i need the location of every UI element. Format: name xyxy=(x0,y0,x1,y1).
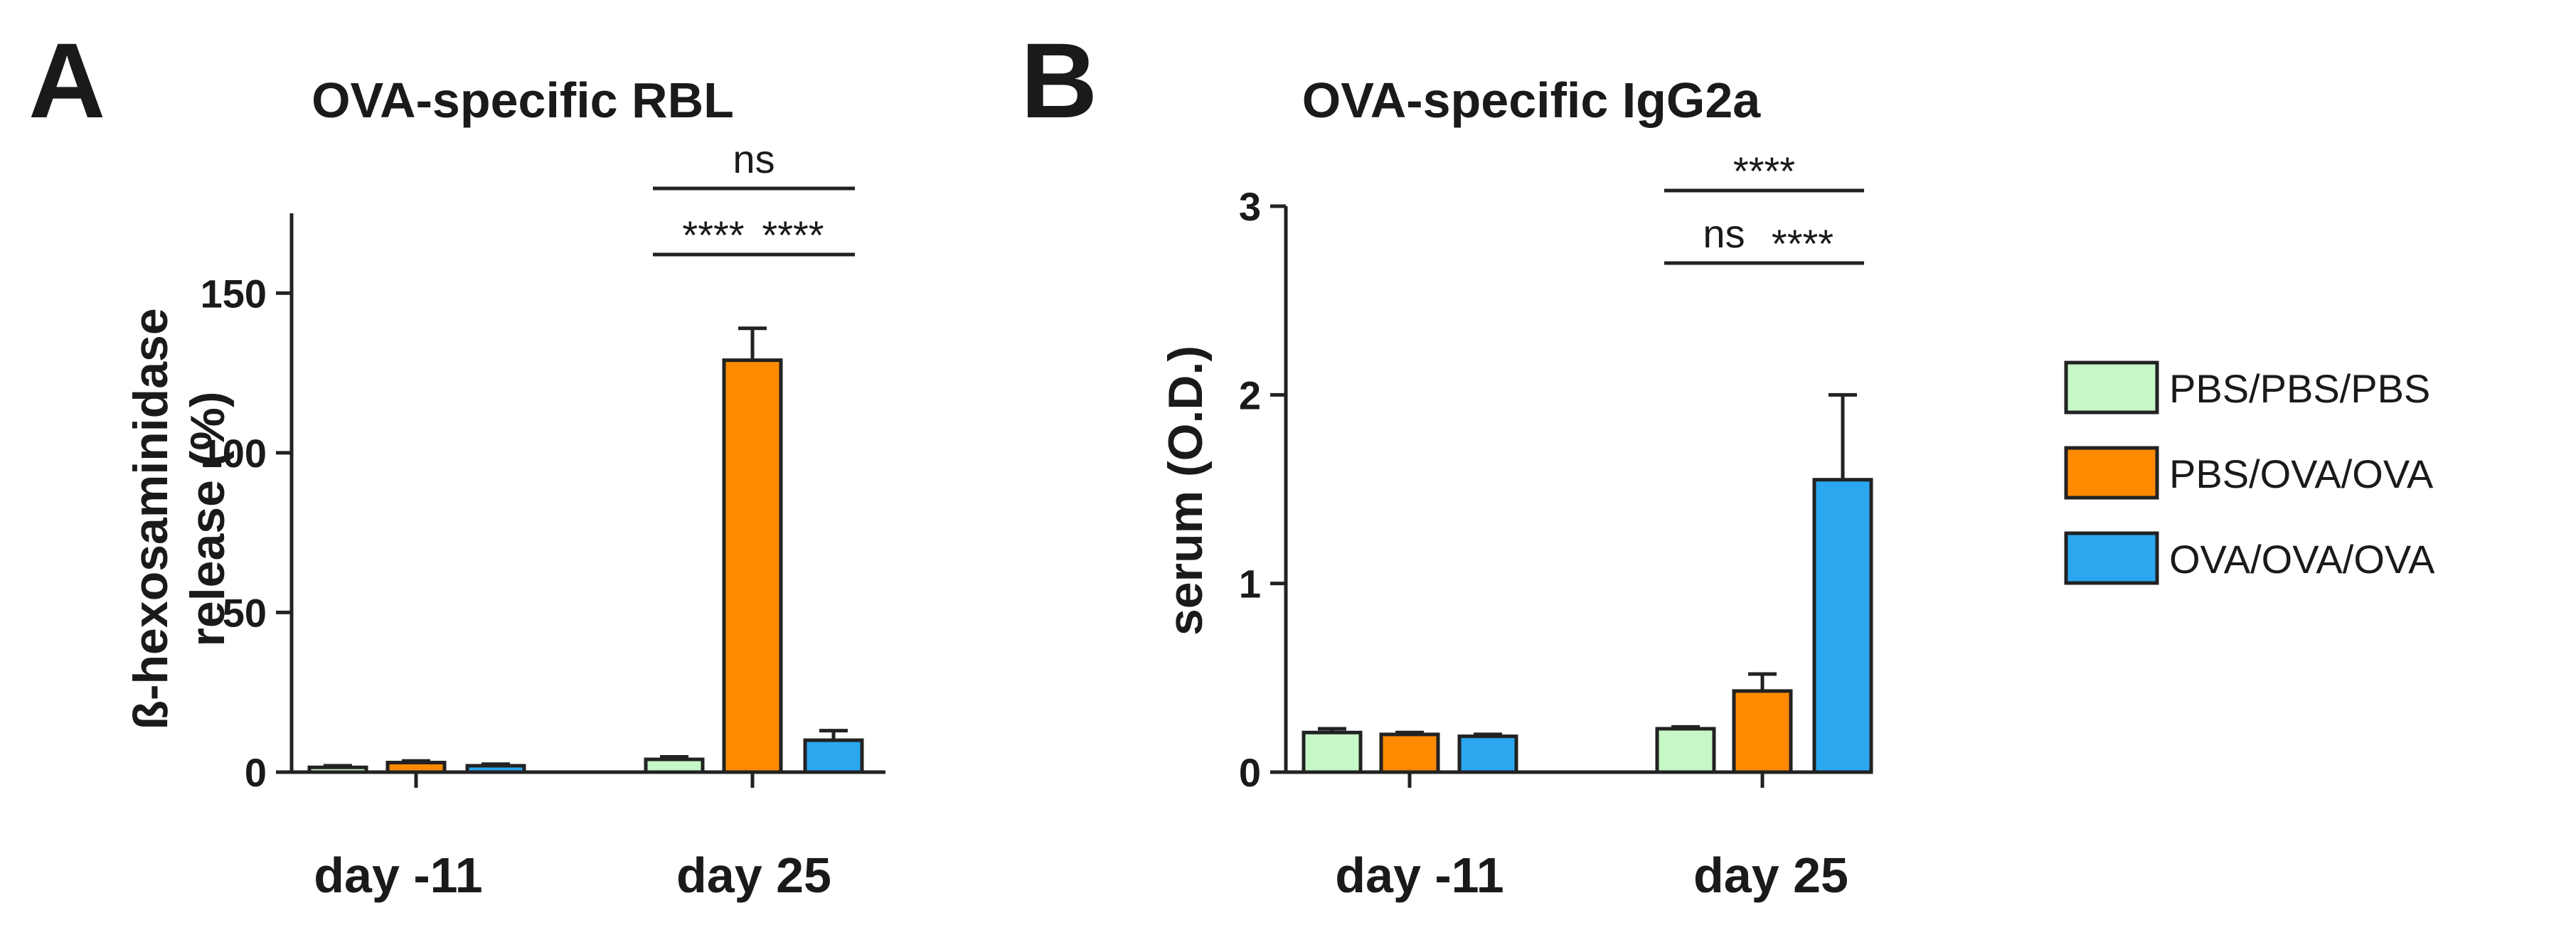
panel-a-bar-ova-ova-ova-day-minus-11 xyxy=(465,764,526,774)
legend: PBS/PBS/PBS PBS/OVA/OVA OVA/OVA/OVA xyxy=(2064,360,2435,585)
panel-a-letter: A xyxy=(28,21,105,140)
panel-b-bar-pbs-ova-ova-day-minus-11 xyxy=(1379,732,1440,774)
panel-a-bar-pbs-pbs-pbs-day-25 xyxy=(644,757,705,774)
panel-a-plot: 0 50 100 150 ns **** **** xyxy=(201,137,885,795)
legend-swatch-pbs-ova-ova xyxy=(2064,446,2159,500)
panel-a-category-label-day-25: day 25 xyxy=(676,848,831,903)
panel-a-bar-pbs-ova-ova-day-25 xyxy=(722,358,783,774)
legend-swatch-ova-ova-ova xyxy=(2064,531,2159,585)
panel-a-bar-ova-ova-ova-day-25 xyxy=(803,738,864,774)
panel-b-bar-ova-ova-ova-day-minus-11 xyxy=(1457,734,1518,774)
panel-a-bar-pbs-pbs-pbs-day-minus-11 xyxy=(307,765,368,774)
panel-a: A OVA-specific RBL ß-hexosaminidase rele… xyxy=(28,21,885,903)
panel-a-y-tick-label-100: 100 xyxy=(201,431,267,476)
panel-b-category-label-day-minus-11: day -11 xyxy=(1335,848,1503,903)
panel-b-plot: 0 1 2 3 **** ns **** xyxy=(1239,149,1873,795)
panel-b: B OVA-specific IgG2a serum (O.D.) 0 1 2 3 **… xyxy=(1021,21,1873,903)
panel-a-bar-pbs-ova-ova-day-minus-11 xyxy=(385,761,447,774)
panel-b-bar-pbs-pbs-pbs-day-25 xyxy=(1655,727,1716,774)
panel-a-significance-label-1: **** xyxy=(682,213,744,257)
panel-a-category-label-day-minus-11: day -11 xyxy=(314,848,482,903)
panel-a-ylabel-line-2: release (%) xyxy=(181,391,235,646)
panel-b-title: OVA-specific IgG2a xyxy=(1302,73,1762,128)
panel-b-significance-label-2: **** xyxy=(1772,221,1833,266)
panel-b-bar-pbs-pbs-pbs-day-minus-11 xyxy=(1302,730,1363,774)
panel-b-letter: B xyxy=(1021,21,1097,140)
panel-b-bar-pbs-ova-ova-day-25 xyxy=(1732,689,1793,774)
panel-b-ylabel: serum (O.D.) xyxy=(1159,346,1213,636)
panel-b-significance-label-1: ns xyxy=(1703,211,1745,256)
panel-a-significance-label-0: ns xyxy=(733,137,775,181)
legend-swatch-pbs-pbs-pbs xyxy=(2064,360,2159,415)
panel-a-y-tick-label-50: 50 xyxy=(223,590,267,635)
panel-b-significance-label-0: **** xyxy=(1733,149,1795,193)
panel-a-significance-label-2: **** xyxy=(762,213,824,257)
panel-b-category-label-day-25: day 25 xyxy=(1693,848,1848,903)
panel-a-ylabel-line-1: ß-hexosaminidase xyxy=(124,308,178,729)
panel-b-y-tick-label-0: 0 xyxy=(1239,750,1261,795)
legend-label-pbs-pbs-pbs: PBS/PBS/PBS xyxy=(2169,366,2430,411)
legend-label-ova-ova-ova: OVA/OVA/OVA xyxy=(2169,537,2435,582)
panel-a-y-tick-label-0: 0 xyxy=(245,750,267,795)
panel-b-y-tick-label-3: 3 xyxy=(1239,184,1261,229)
panel-b-bar-ova-ova-ova-day-25 xyxy=(1812,478,1873,774)
legend-label-pbs-ova-ova: PBS/OVA/OVA xyxy=(2169,451,2434,496)
panel-b-y-tick-label-1: 1 xyxy=(1239,562,1261,606)
panel-a-title: OVA-specific RBL xyxy=(312,73,734,128)
panel-a-y-tick-label-150: 150 xyxy=(201,271,267,316)
panel-b-y-tick-label-2: 2 xyxy=(1239,373,1261,417)
